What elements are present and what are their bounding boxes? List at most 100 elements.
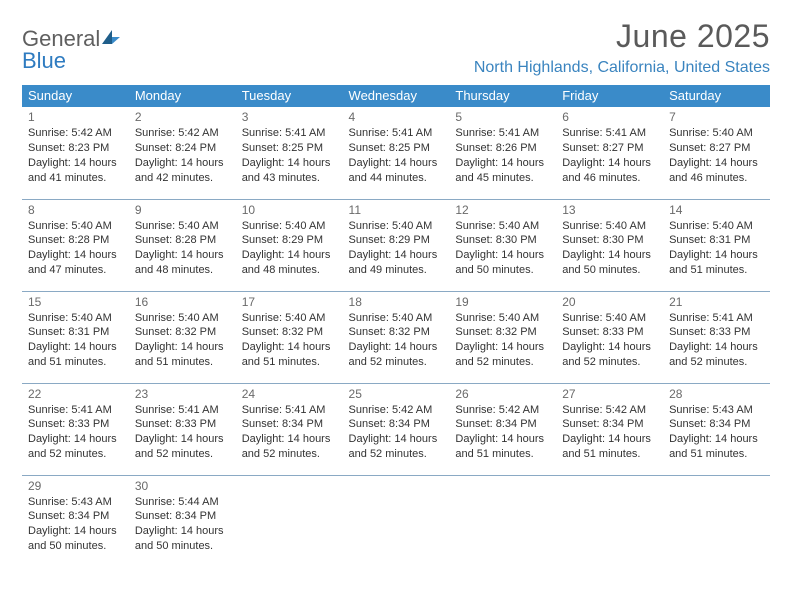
weekday-header: Monday <box>129 85 236 107</box>
day-info: Sunrise: 5:42 AMSunset: 8:34 PMDaylight:… <box>349 403 444 462</box>
day-info: Sunrise: 5:41 AMSunset: 8:25 PMDaylight:… <box>349 126 444 185</box>
calendar-empty-cell <box>556 475 663 567</box>
day-info: Sunrise: 5:40 AMSunset: 8:31 PMDaylight:… <box>28 311 123 370</box>
day-info: Sunrise: 5:41 AMSunset: 8:33 PMDaylight:… <box>135 403 230 462</box>
calendar-day-cell: 13 Sunrise: 5:40 AMSunset: 8:30 PMDayligh… <box>556 199 663 291</box>
calendar-day-cell: 23 Sunrise: 5:41 AMSunset: 8:33 PMDayligh… <box>129 383 236 475</box>
day-info: Sunrise: 5:41 AMSunset: 8:26 PMDaylight:… <box>455 126 550 185</box>
day-info: Sunrise: 5:42 AMSunset: 8:34 PMDaylight:… <box>562 403 657 462</box>
calendar-week-row: 15 Sunrise: 5:40 AMSunset: 8:31 PMDayligh… <box>22 291 770 383</box>
day-info: Sunrise: 5:40 AMSunset: 8:30 PMDaylight:… <box>562 219 657 278</box>
calendar-table: SundayMondayTuesdayWednesdayThursdayFrid… <box>22 85 770 567</box>
day-info: Sunrise: 5:40 AMSunset: 8:32 PMDaylight:… <box>349 311 444 370</box>
calendar-day-cell: 1 Sunrise: 5:42 AMSunset: 8:23 PMDaylight… <box>22 107 129 199</box>
day-number: 4 <box>349 110 444 124</box>
day-info: Sunrise: 5:42 AMSunset: 8:24 PMDaylight:… <box>135 126 230 185</box>
day-info: Sunrise: 5:40 AMSunset: 8:29 PMDaylight:… <box>349 219 444 278</box>
day-info: Sunrise: 5:40 AMSunset: 8:31 PMDaylight:… <box>669 219 764 278</box>
day-info: Sunrise: 5:44 AMSunset: 8:34 PMDaylight:… <box>135 495 230 554</box>
brand-part2: Blue <box>22 48 66 73</box>
day-number: 5 <box>455 110 550 124</box>
day-number: 25 <box>349 387 444 401</box>
calendar-day-cell: 26 Sunrise: 5:42 AMSunset: 8:34 PMDayligh… <box>449 383 556 475</box>
day-number: 7 <box>669 110 764 124</box>
day-number: 2 <box>135 110 230 124</box>
day-info: Sunrise: 5:41 AMSunset: 8:27 PMDaylight:… <box>562 126 657 185</box>
calendar-body: 1 Sunrise: 5:42 AMSunset: 8:23 PMDaylight… <box>22 107 770 567</box>
title-block: June 2025 North Highlands, California, U… <box>474 18 770 77</box>
day-number: 30 <box>135 479 230 493</box>
weekday-header: Thursday <box>449 85 556 107</box>
calendar-day-cell: 17 Sunrise: 5:40 AMSunset: 8:32 PMDayligh… <box>236 291 343 383</box>
day-info: Sunrise: 5:40 AMSunset: 8:32 PMDaylight:… <box>455 311 550 370</box>
day-number: 26 <box>455 387 550 401</box>
day-number: 9 <box>135 203 230 217</box>
calendar-day-cell: 27 Sunrise: 5:42 AMSunset: 8:34 PMDayligh… <box>556 383 663 475</box>
day-number: 18 <box>349 295 444 309</box>
calendar-day-cell: 18 Sunrise: 5:40 AMSunset: 8:32 PMDayligh… <box>343 291 450 383</box>
day-info: Sunrise: 5:40 AMSunset: 8:32 PMDaylight:… <box>242 311 337 370</box>
calendar-day-cell: 21 Sunrise: 5:41 AMSunset: 8:33 PMDayligh… <box>663 291 770 383</box>
day-info: Sunrise: 5:40 AMSunset: 8:30 PMDaylight:… <box>455 219 550 278</box>
day-number: 10 <box>242 203 337 217</box>
location-text: North Highlands, California, United Stat… <box>474 59 770 77</box>
calendar-day-cell: 12 Sunrise: 5:40 AMSunset: 8:30 PMDayligh… <box>449 199 556 291</box>
day-number: 28 <box>669 387 764 401</box>
day-info: Sunrise: 5:43 AMSunset: 8:34 PMDaylight:… <box>28 495 123 554</box>
day-info: Sunrise: 5:41 AMSunset: 8:33 PMDaylight:… <box>669 311 764 370</box>
calendar-day-cell: 11 Sunrise: 5:40 AMSunset: 8:29 PMDayligh… <box>343 199 450 291</box>
calendar-day-cell: 22 Sunrise: 5:41 AMSunset: 8:33 PMDayligh… <box>22 383 129 475</box>
calendar-day-cell: 2 Sunrise: 5:42 AMSunset: 8:24 PMDaylight… <box>129 107 236 199</box>
weekday-header: Saturday <box>663 85 770 107</box>
calendar-day-cell: 30 Sunrise: 5:44 AMSunset: 8:34 PMDayligh… <box>129 475 236 567</box>
calendar-day-cell: 7 Sunrise: 5:40 AMSunset: 8:27 PMDaylight… <box>663 107 770 199</box>
day-info: Sunrise: 5:41 AMSunset: 8:33 PMDaylight:… <box>28 403 123 462</box>
day-number: 11 <box>349 203 444 217</box>
day-number: 19 <box>455 295 550 309</box>
day-number: 3 <box>242 110 337 124</box>
day-info: Sunrise: 5:40 AMSunset: 8:27 PMDaylight:… <box>669 126 764 185</box>
day-info: Sunrise: 5:41 AMSunset: 8:34 PMDaylight:… <box>242 403 337 462</box>
weekday-header: Sunday <box>22 85 129 107</box>
day-number: 17 <box>242 295 337 309</box>
weekday-header: Friday <box>556 85 663 107</box>
weekday-header: Tuesday <box>236 85 343 107</box>
day-info: Sunrise: 5:42 AMSunset: 8:34 PMDaylight:… <box>455 403 550 462</box>
day-number: 12 <box>455 203 550 217</box>
day-number: 22 <box>28 387 123 401</box>
calendar-empty-cell <box>236 475 343 567</box>
day-number: 20 <box>562 295 657 309</box>
day-number: 1 <box>28 110 123 124</box>
calendar-day-cell: 25 Sunrise: 5:42 AMSunset: 8:34 PMDayligh… <box>343 383 450 475</box>
calendar-day-cell: 6 Sunrise: 5:41 AMSunset: 8:27 PMDaylight… <box>556 107 663 199</box>
day-number: 23 <box>135 387 230 401</box>
day-number: 6 <box>562 110 657 124</box>
calendar-empty-cell <box>343 475 450 567</box>
month-title: June 2025 <box>474 18 770 55</box>
calendar-week-row: 8Sunrise: 5:40 AMSunset: 8:28 PMDaylight… <box>22 199 770 291</box>
calendar-empty-cell <box>663 475 770 567</box>
day-number: 21 <box>669 295 764 309</box>
weekday-header: Wednesday <box>343 85 450 107</box>
calendar-day-cell: 14 Sunrise: 5:40 AMSunset: 8:31 PMDayligh… <box>663 199 770 291</box>
sail-icon <box>100 28 122 46</box>
day-info: Sunrise: 5:40 AMSunset: 8:29 PMDaylight:… <box>242 219 337 278</box>
day-info: Sunrise: 5:41 AMSunset: 8:25 PMDaylight:… <box>242 126 337 185</box>
calendar-day-cell: 8Sunrise: 5:40 AMSunset: 8:28 PMDaylight… <box>22 199 129 291</box>
calendar-day-cell: 16Sunrise: 5:40 AMSunset: 8:32 PMDayligh… <box>129 291 236 383</box>
day-info: Sunrise: 5:40 AMSunset: 8:33 PMDaylight:… <box>562 311 657 370</box>
day-number: 27 <box>562 387 657 401</box>
calendar-day-cell: 28 Sunrise: 5:43 AMSunset: 8:34 PMDayligh… <box>663 383 770 475</box>
calendar-day-cell: 4 Sunrise: 5:41 AMSunset: 8:25 PMDaylight… <box>343 107 450 199</box>
calendar-week-row: 22 Sunrise: 5:41 AMSunset: 8:33 PMDayligh… <box>22 383 770 475</box>
day-info: Sunrise: 5:40 AMSunset: 8:28 PMDaylight:… <box>135 219 230 278</box>
calendar-week-row: 1 Sunrise: 5:42 AMSunset: 8:23 PMDaylight… <box>22 107 770 199</box>
day-number: 14 <box>669 203 764 217</box>
day-info: Sunrise: 5:42 AMSunset: 8:23 PMDaylight:… <box>28 126 123 185</box>
day-number: 13 <box>562 203 657 217</box>
header: General Blue June 2025 North Highlands, … <box>22 18 770 77</box>
day-number: 15 <box>28 295 123 309</box>
calendar-day-cell: 5 Sunrise: 5:41 AMSunset: 8:26 PMDaylight… <box>449 107 556 199</box>
day-info: Sunrise: 5:40 AMSunset: 8:32 PMDaylight:… <box>135 311 230 370</box>
day-info: Sunrise: 5:43 AMSunset: 8:34 PMDaylight:… <box>669 403 764 462</box>
